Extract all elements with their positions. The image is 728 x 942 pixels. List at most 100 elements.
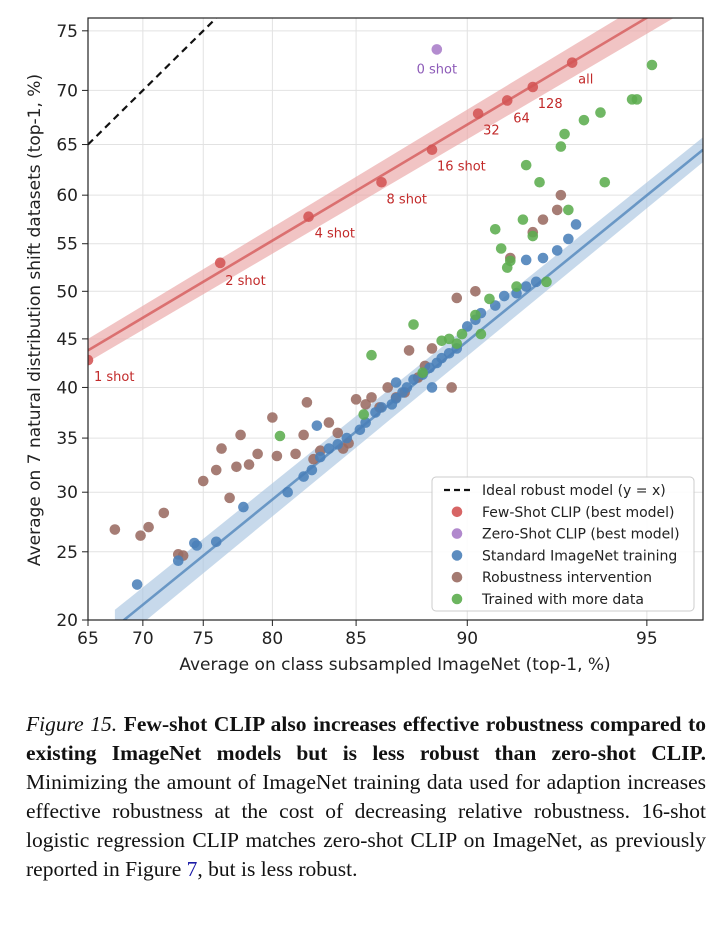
legend-label: Trained with more data [481, 592, 644, 608]
legend-label: Standard ImageNet training [482, 548, 677, 564]
robustness-point [382, 382, 393, 393]
standard-point [311, 420, 323, 431]
few-shot-point [566, 57, 578, 68]
x-axis-label: Average on class subsampled ImageNet (to… [179, 655, 610, 675]
y-tick-label: 40 [56, 378, 78, 398]
more-data-point [408, 319, 419, 330]
robustness-point [470, 286, 481, 297]
standard-point [323, 443, 335, 454]
more-data-point [534, 176, 545, 188]
more-data-point [443, 333, 455, 345]
standard-point [210, 536, 222, 548]
zero-shot-annotation: 0 shot [417, 62, 457, 77]
robustness-point [158, 507, 170, 519]
x-tick-label: 85 [345, 629, 367, 649]
y-tick-label: 70 [56, 81, 78, 101]
few-shot-annotation: 32 [483, 124, 500, 139]
y-tick-label: 55 [56, 235, 78, 255]
more-data-point [274, 430, 286, 442]
standard-point [520, 254, 532, 266]
more-data-point [451, 338, 463, 349]
robustness-point [290, 448, 301, 460]
more-data-point [489, 224, 501, 235]
robustness-point [210, 464, 222, 476]
few-shot-annotation: all [578, 73, 593, 88]
few-shot-annotation: 64 [513, 111, 530, 126]
x-tick-label: 75 [192, 629, 214, 649]
robustness-point [301, 397, 313, 408]
few-shot_fit-line [88, 18, 649, 352]
robustness-point [231, 461, 242, 473]
robustness-point [403, 345, 415, 356]
standard-point [172, 555, 184, 567]
standard-point [131, 579, 143, 590]
y-axis-label: Average on 7 natural distribution shift … [25, 74, 45, 566]
standard-point [570, 219, 582, 230]
legend-few-shot-swatch [451, 506, 463, 518]
standard-point [461, 321, 473, 332]
standard-point [306, 464, 318, 476]
axis-ticks: 65 70 75 80 85 90 95 20 25 30 35 40 45 50 55 60 65 70 75 [56, 22, 657, 649]
robustness-point [243, 459, 255, 470]
more-data-point [599, 176, 611, 188]
legend-label: Zero-Shot CLIP (best model) [482, 527, 680, 543]
few-shot-point [376, 176, 387, 188]
legend-robustness-swatch [451, 571, 463, 583]
robustness-point [366, 392, 377, 403]
standard-point [282, 486, 294, 498]
ideal-robust-line [88, 18, 218, 146]
robustness-point [537, 214, 549, 225]
few-shot-point [303, 211, 314, 223]
x-tick-label: 95 [636, 629, 658, 649]
few-shot-annotation: 4 shot [315, 227, 355, 242]
y-tick-label: 35 [56, 429, 78, 449]
more-data-point [366, 349, 377, 361]
standard-point [332, 439, 344, 450]
caption-figure-reference[interactable]: 7 [186, 857, 198, 881]
robustness-point [224, 492, 235, 504]
data-points [88, 44, 658, 590]
legend-zero-shot-swatch [451, 528, 463, 539]
standard-point [443, 348, 455, 359]
more-data-point [646, 59, 658, 71]
standard-point [390, 377, 402, 388]
few-shot-annotation: 128 [538, 97, 563, 112]
caption-bold-text: Few-shot CLIP also increases effective r… [26, 712, 707, 765]
more-data-point [541, 276, 552, 288]
robustness-point [197, 475, 209, 487]
robustness-point [271, 450, 283, 462]
y-tick-label: 25 [56, 543, 78, 563]
legend-label: Few-Shot CLIP (best model) [482, 505, 675, 521]
standard-point [360, 417, 371, 428]
robustness-point [252, 448, 263, 460]
few-shot-annotation: 1 shot [94, 370, 134, 385]
few-shot-annotation: 16 shot [437, 160, 486, 175]
y-tick-label: 50 [56, 282, 78, 302]
more-data-point [527, 230, 539, 242]
robustness-point [426, 343, 438, 354]
legend: Ideal robust model (y = x) Few-Shot CLIP … [431, 476, 695, 612]
robustness-point [109, 524, 121, 535]
robustness-point [446, 382, 457, 393]
few-shot-point [472, 108, 484, 119]
x-tick-label: 80 [262, 629, 284, 649]
standard-point [563, 233, 574, 245]
x-tick-label: 65 [77, 629, 99, 649]
more-data-point [511, 281, 522, 292]
standard-point [401, 382, 413, 393]
y-tick-label: 60 [56, 186, 78, 206]
x-tick-label: 70 [132, 629, 154, 649]
more-data-point [484, 293, 495, 305]
more-data-point [495, 243, 507, 254]
more-data-point [520, 159, 532, 171]
scatter-chart: 1 shot 2 shot 4 shot 8 shot 16 shot 32 64 128 al… [25, 17, 704, 675]
standard-point [530, 276, 542, 288]
y-tick-label: 45 [56, 330, 78, 350]
few-shot-point [88, 354, 94, 366]
standard-point [238, 501, 249, 513]
few-shot-point [214, 257, 226, 269]
more-data-point [456, 328, 468, 340]
standard-point [520, 281, 532, 292]
legend-standard-swatch [451, 550, 463, 561]
few-shot-point [426, 144, 438, 156]
